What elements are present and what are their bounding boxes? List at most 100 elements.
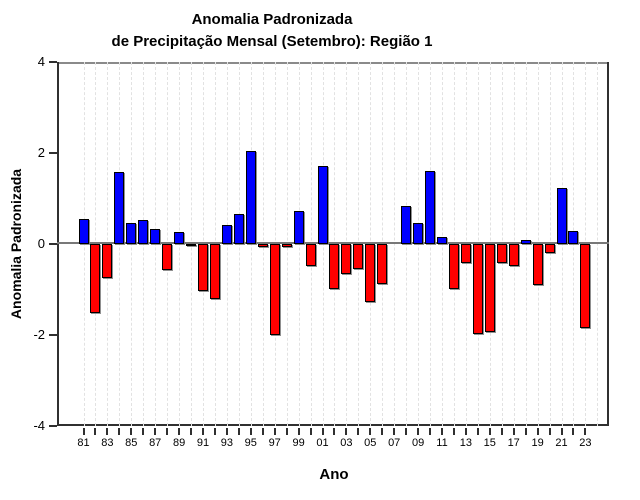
- bar-2016: [496, 244, 507, 264]
- x-tick: [154, 428, 157, 435]
- x-tick-label: 05: [364, 437, 377, 449]
- x-tick-label: 91: [196, 437, 210, 449]
- gridline: [406, 62, 408, 426]
- x-tick: [393, 428, 396, 435]
- bar-2009: [413, 223, 424, 244]
- bar-1985: [126, 223, 137, 244]
- x-tick-label: 21: [555, 437, 568, 449]
- gridline: [298, 62, 300, 426]
- bar-1988: [162, 244, 173, 270]
- bar-2003: [341, 244, 352, 275]
- bar-2006: [377, 244, 388, 285]
- x-tick: [345, 428, 348, 435]
- x-tick-label: 87: [149, 437, 162, 449]
- x-tick: [94, 428, 97, 435]
- bar-2010: [425, 171, 436, 244]
- gridline: [418, 62, 420, 426]
- bar-1982: [90, 244, 101, 314]
- x-axis-line: [57, 424, 609, 426]
- x-tick-label: 93: [220, 437, 234, 449]
- y-tick-label: -2: [33, 327, 45, 342]
- x-tick: [524, 428, 527, 435]
- gridline: [442, 62, 443, 426]
- bar-2017: [508, 244, 519, 266]
- x-tick: [357, 428, 360, 435]
- x-tick-label: 81: [77, 437, 90, 449]
- bar-2012: [448, 244, 459, 290]
- gridline: [597, 62, 599, 426]
- x-tick: [178, 428, 181, 435]
- x-tick: [273, 428, 276, 435]
- gridline: [250, 62, 252, 426]
- x-tick: [82, 428, 85, 435]
- gridline: [131, 62, 133, 426]
- gridline: [573, 62, 575, 426]
- bar-2004: [353, 244, 364, 270]
- y-tick: [49, 425, 57, 427]
- bar-2020: [544, 244, 555, 254]
- x-tick: [429, 428, 432, 435]
- chart-title-line2: de Precipitação Mensal (Setembro): Regiã…: [111, 33, 433, 50]
- bar-1989: [174, 231, 185, 244]
- x-tick: [202, 428, 204, 435]
- x-tick: [500, 428, 503, 435]
- x-tick-label: 01: [316, 437, 329, 449]
- bar-2011: [437, 237, 447, 244]
- x-tick-label: 13: [459, 437, 473, 449]
- bar-1995: [245, 150, 256, 244]
- x-tick: [237, 428, 240, 435]
- x-tick: [166, 428, 169, 435]
- y-tick-label: -4: [33, 418, 45, 433]
- chart-title-line1: Anomalia Padronizada: [191, 11, 353, 28]
- bar-2022: [568, 231, 579, 244]
- y-axis-line: [57, 62, 59, 426]
- gridline: [83, 62, 85, 426]
- y-tick-label: 0: [37, 236, 45, 251]
- x-tick-label: 89: [172, 437, 186, 449]
- x-tick: [130, 428, 133, 435]
- x-tick: [441, 428, 443, 435]
- y-tick: [49, 61, 57, 63]
- gridline: [525, 62, 527, 426]
- x-tick: [381, 428, 384, 435]
- x-tick: [572, 428, 575, 435]
- bar-1994: [233, 213, 244, 244]
- plot-frame-right: [607, 62, 609, 426]
- plot-area: [57, 62, 609, 426]
- x-tick-label: 99: [292, 437, 305, 449]
- y-tick: [49, 243, 57, 245]
- x-tick: [548, 428, 551, 435]
- bar-1999: [293, 210, 304, 244]
- zero-baseline: [57, 242, 609, 244]
- bar-2001: [317, 166, 328, 244]
- x-tick: [106, 428, 109, 435]
- gridline: [561, 62, 563, 426]
- x-tick: [333, 428, 336, 435]
- x-tick: [213, 428, 216, 435]
- x-tick: [297, 428, 300, 435]
- bar-1992: [209, 244, 220, 300]
- gridline: [322, 62, 324, 426]
- gridline: [226, 62, 228, 426]
- x-axis-title: Ano: [319, 466, 349, 483]
- bar-2000: [305, 244, 316, 267]
- x-tick: [225, 428, 228, 435]
- gridline: [119, 62, 121, 426]
- bar-2005: [365, 244, 376, 303]
- x-tick-label: 07: [388, 437, 401, 449]
- bar-1991: [198, 244, 208, 292]
- x-tick: [190, 428, 193, 435]
- plot-frame-top: [57, 62, 609, 64]
- bar-1984: [114, 172, 125, 244]
- x-tick: [488, 428, 491, 435]
- bar-1987: [150, 228, 161, 244]
- bar-1990: [186, 244, 197, 247]
- bar-2008: [401, 206, 412, 244]
- y-tick: [49, 334, 57, 336]
- gridline: [155, 62, 157, 426]
- gridline: [238, 62, 240, 426]
- bar-2019: [532, 244, 543, 286]
- bar-2023: [580, 244, 591, 328]
- x-tick-label: 85: [125, 437, 138, 449]
